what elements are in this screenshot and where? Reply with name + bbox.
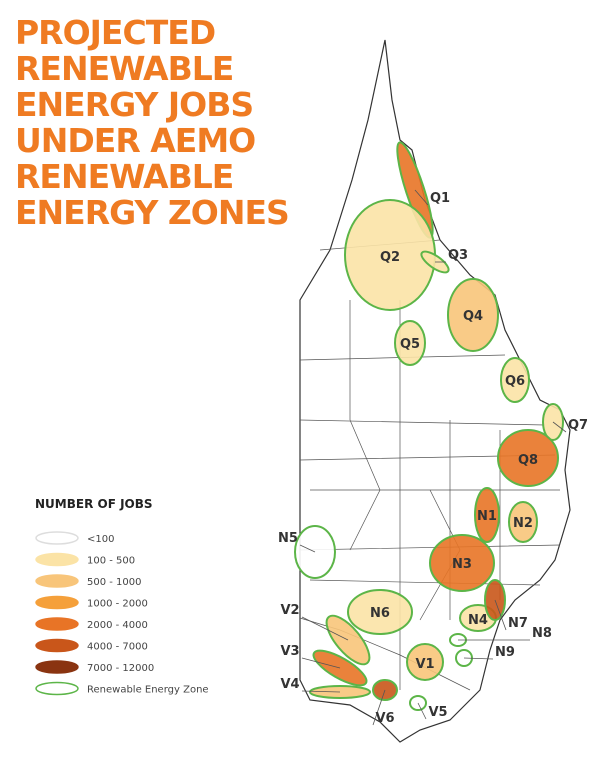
zone-label: Q6 [505, 374, 525, 389]
region-borders [299, 239, 561, 691]
zone [474, 487, 500, 543]
zone-label: Q7 [568, 418, 588, 433]
legend-swatch [35, 531, 79, 545]
title-line: UNDER AEMO [15, 121, 255, 160]
zone-label: V1 [415, 657, 434, 672]
zone-label: Q3 [448, 248, 468, 263]
leader-line [372, 689, 386, 726]
zone-label: V6 [375, 711, 394, 726]
leader-line [301, 690, 341, 693]
legend-swatch [35, 660, 79, 674]
leader-line [463, 657, 494, 660]
legend-swatch [35, 681, 79, 696]
legend-swatch [35, 617, 79, 631]
title-line: ENERGY ZONES [15, 193, 289, 232]
legend-swatch [35, 552, 79, 567]
leader-line [414, 189, 429, 206]
zone [406, 643, 444, 681]
zone-label: V3 [280, 644, 299, 659]
zone-label: N8 [532, 626, 552, 641]
zone-label: N7 [508, 616, 528, 631]
legend-label: 100 - 500 [87, 556, 135, 567]
leader-line [552, 421, 567, 433]
zone-label: N1 [477, 509, 497, 524]
title-line: PROJECTED [15, 13, 215, 52]
zone [500, 357, 530, 403]
zone [429, 534, 495, 592]
title-line: ENERGY JOBS [15, 85, 253, 124]
legend-swatch [35, 638, 79, 653]
legend-label: 500 - 1000 [87, 577, 142, 588]
leader-line [301, 657, 341, 669]
zone [347, 589, 413, 635]
legend-swatch [35, 595, 79, 610]
leader-line [417, 702, 427, 720]
legend-label: Renewable Energy Zone [87, 685, 209, 696]
zone-label: V5 [428, 705, 447, 720]
leader-line [494, 599, 507, 631]
zone-label: N6 [370, 606, 390, 621]
zone [447, 278, 499, 352]
legend-swatch [35, 574, 79, 588]
zone-label: N3 [452, 557, 472, 572]
zone [394, 320, 426, 366]
legend-label: 2000 - 4000 [87, 620, 148, 631]
zone-label: N4 [468, 613, 488, 628]
zone-label: V4 [280, 677, 299, 692]
title-line: RENEWABLE [15, 157, 233, 196]
zone [508, 501, 538, 543]
zone-label: Q5 [400, 337, 420, 352]
legend-label: 4000 - 7000 [87, 642, 148, 653]
zone-label: N5 [278, 531, 298, 546]
zone-label: N9 [495, 645, 515, 660]
zone-label: Q4 [463, 309, 483, 324]
leader-line [301, 616, 349, 641]
zone-label: N2 [513, 516, 533, 531]
zone-label: Q8 [518, 453, 538, 468]
legend-title: NUMBER OF JOBS [35, 497, 153, 511]
legend-label: 7000 - 12000 [87, 663, 154, 674]
leader-line [299, 544, 316, 553]
zones: Q1 Q2 Q3 Q4 Q5 Q6 Q7 Q8 N1 N2 N3 N4 N5 N6 N7 N8 N9 V1 V2 V3… [278, 141, 588, 726]
legend-label: <100 [87, 534, 114, 545]
zone-label: Q2 [380, 250, 400, 265]
zone-label: V2 [280, 603, 299, 618]
zone-label: Q1 [430, 191, 450, 206]
title-line: RENEWABLE [15, 49, 233, 88]
legend: <100 100 - 500 500 - 1000 1000 - 2000 2000 -… [35, 531, 209, 696]
legend-label: 1000 - 2000 [87, 599, 148, 610]
zone [497, 429, 559, 487]
